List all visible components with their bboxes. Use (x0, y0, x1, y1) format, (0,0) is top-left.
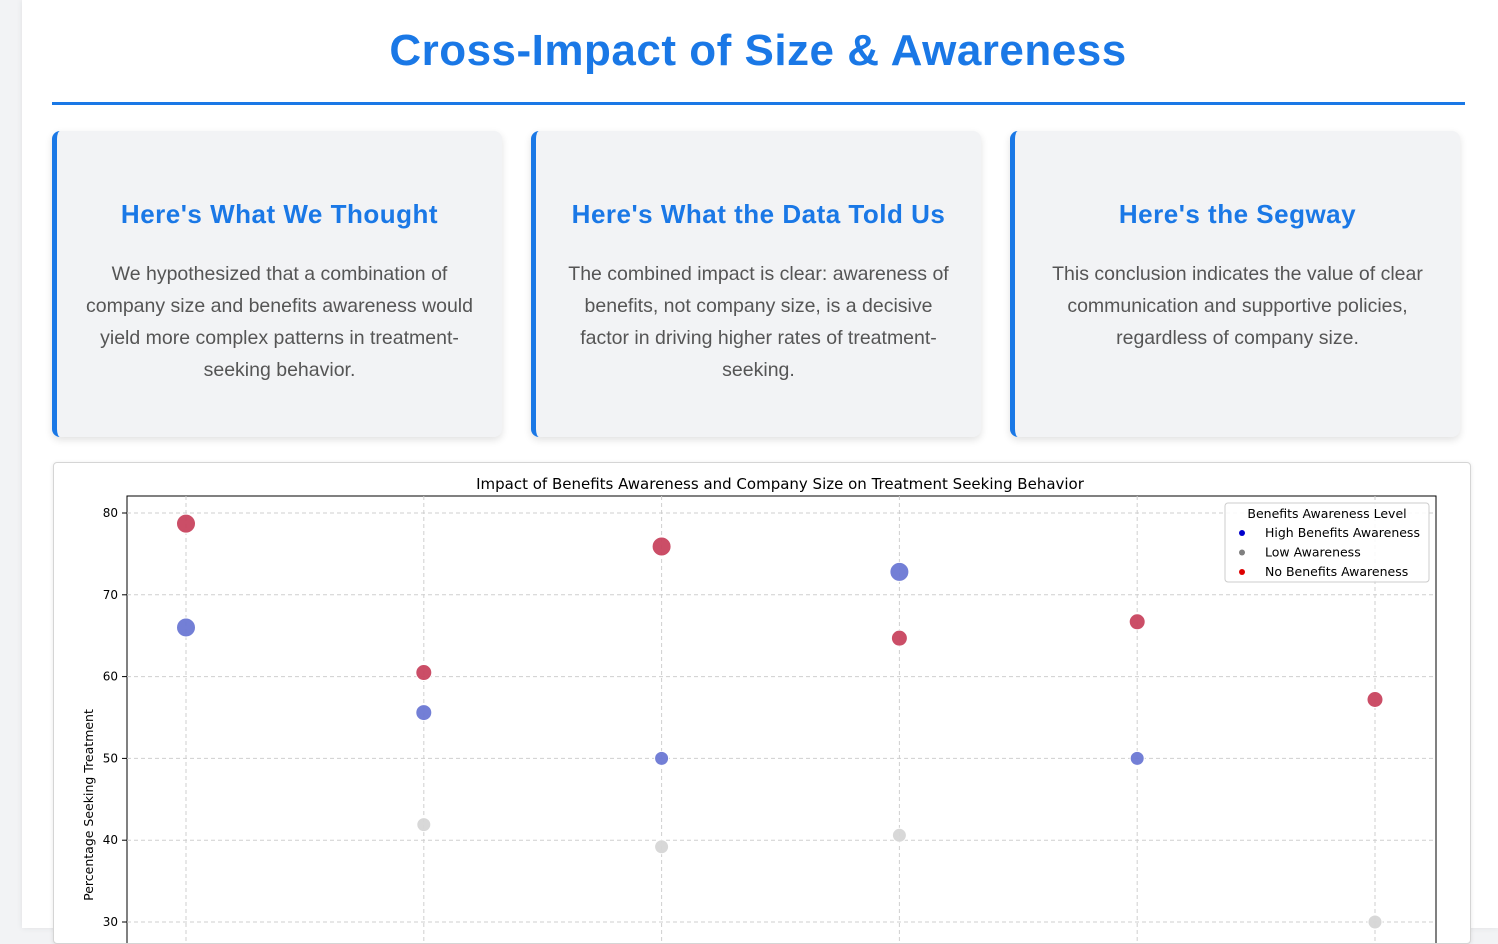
chart-legend: Benefits Awareness Level High Benefits A… (1224, 502, 1430, 583)
legend-entries: High Benefits Awareness Low Awareness No B… (1239, 525, 1420, 579)
scatter-point (651, 536, 672, 557)
legend-label: High Benefits Awareness (1265, 525, 1420, 540)
y-tick-label: 40 (103, 833, 118, 847)
grid-lines (127, 496, 1436, 943)
scatter-point (1367, 914, 1383, 930)
y-tick-label: 80 (103, 506, 118, 520)
card-findings-body: The combined impact is clear: awareness … (568, 263, 949, 381)
y-tick-label: 60 (103, 670, 118, 684)
card-findings-heading: Here's What the Data Told Us (571, 199, 946, 229)
page-container: Cross-Impact of Size & Awareness Here's … (22, 0, 1498, 944)
card-segway: Here's the Segway This conclusion indica… (1010, 131, 1460, 437)
y-axis-ticks: 30 40 50 60 70 80 (103, 506, 127, 929)
series-no-benefits-awareness (176, 513, 1384, 709)
scatter-point (176, 513, 196, 534)
scatter-point (416, 817, 432, 833)
chart-title: Impact of Benefits Awareness and Company… (476, 475, 1085, 493)
legend-title: Benefits Awareness Level (1247, 506, 1406, 521)
y-axis-label: Percentage Seeking Treatment (81, 709, 96, 901)
card-segway-heading: Here's the Segway (1118, 199, 1357, 229)
scatter-point (415, 704, 433, 722)
card-hypothesis-body: We hypothesized that a combination of co… (86, 263, 473, 381)
scatter-point (1128, 613, 1146, 631)
legend-label: Low Awareness (1265, 545, 1361, 560)
scatter-chart: Impact of Benefits Awareness and Company… (81, 475, 1437, 943)
scatter-point (176, 617, 196, 638)
legend-marker (1239, 530, 1245, 536)
legend-marker (1239, 569, 1245, 575)
card-hypothesis-heading: Here's What We Thought (120, 199, 439, 229)
scatter-point (654, 839, 670, 855)
scatter-point (1129, 750, 1145, 766)
card-segway-body: This conclusion indicates the value of c… (1052, 263, 1423, 349)
scatter-point (891, 827, 907, 843)
scatter-point (890, 629, 908, 647)
series-high-benefits-awareness (176, 561, 1145, 766)
y-tick-label: 70 (103, 588, 118, 602)
y-tick-label: 30 (103, 915, 118, 929)
data-points (176, 513, 1384, 930)
y-tick-label: 50 (103, 751, 118, 765)
scatter-point (1366, 691, 1384, 709)
scatter-point (889, 561, 910, 582)
card-findings: Here's What the Data Told Us The combine… (531, 131, 981, 437)
title-divider (52, 102, 1465, 105)
chart-container: Impact of Benefits Awareness and Company… (53, 462, 1471, 944)
page-title: Cross-Impact of Size & Awareness (389, 26, 1127, 75)
scatter-point (415, 664, 433, 682)
legend-label: No Benefits Awareness (1265, 564, 1408, 579)
card-hypothesis: Here's What We Thought We hypothesized t… (52, 131, 502, 437)
plot-area (126, 495, 1437, 943)
legend-box (1224, 502, 1430, 583)
scatter-point (654, 750, 670, 766)
legend-marker (1239, 549, 1245, 556)
